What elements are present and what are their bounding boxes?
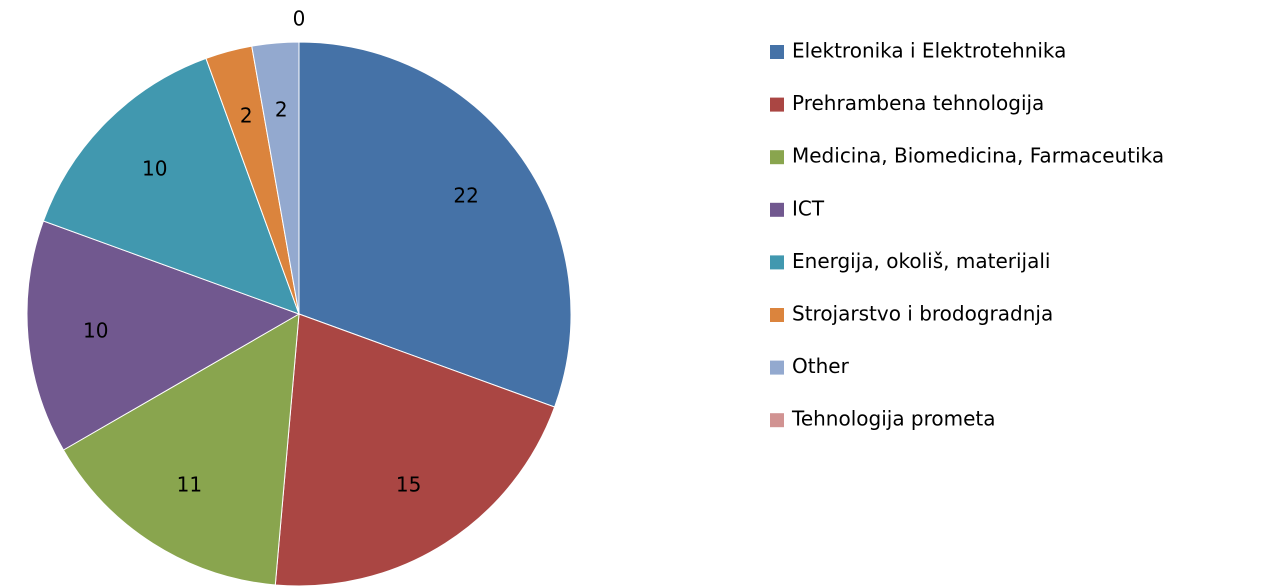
legend-swatch <box>770 413 784 428</box>
legend-swatch <box>770 45 784 59</box>
data-label: 0 <box>293 7 306 31</box>
legend-swatch <box>770 97 784 112</box>
pie-slice <box>42 57 300 315</box>
legend-label: Medicina, Biomedicina, Farmaceutika <box>792 144 1164 168</box>
legend-swatch <box>770 255 784 270</box>
legend-swatch <box>770 150 784 165</box>
data-label: 22 <box>453 183 478 207</box>
pie-slice <box>274 313 556 587</box>
legend-label: Tehnologija prometa <box>791 407 996 431</box>
pie-slice <box>62 313 300 586</box>
legend-swatch <box>770 202 784 217</box>
pie-slice <box>251 41 300 315</box>
legend-swatch <box>770 308 784 322</box>
legend-label: Strojarstvo i brodogradnja <box>792 302 1053 326</box>
data-label: 10 <box>142 156 167 180</box>
data-label: 15 <box>396 473 421 497</box>
data-label: 2 <box>275 97 288 121</box>
pie-slice <box>298 41 572 408</box>
legend-label: Elektronika i Elektrotehnika <box>792 39 1066 63</box>
legend-swatch <box>770 360 784 375</box>
data-label: 2 <box>240 103 253 127</box>
legend-label: Prehrambena tehnologija <box>792 91 1044 115</box>
legend-label: ICT <box>792 196 825 220</box>
data-label: 10 <box>83 318 108 342</box>
data-label: 11 <box>177 473 202 497</box>
pie-slice <box>26 220 301 451</box>
legend-label: Other <box>792 354 850 378</box>
legend-label: Energija, okoliš, materijali <box>792 249 1050 273</box>
